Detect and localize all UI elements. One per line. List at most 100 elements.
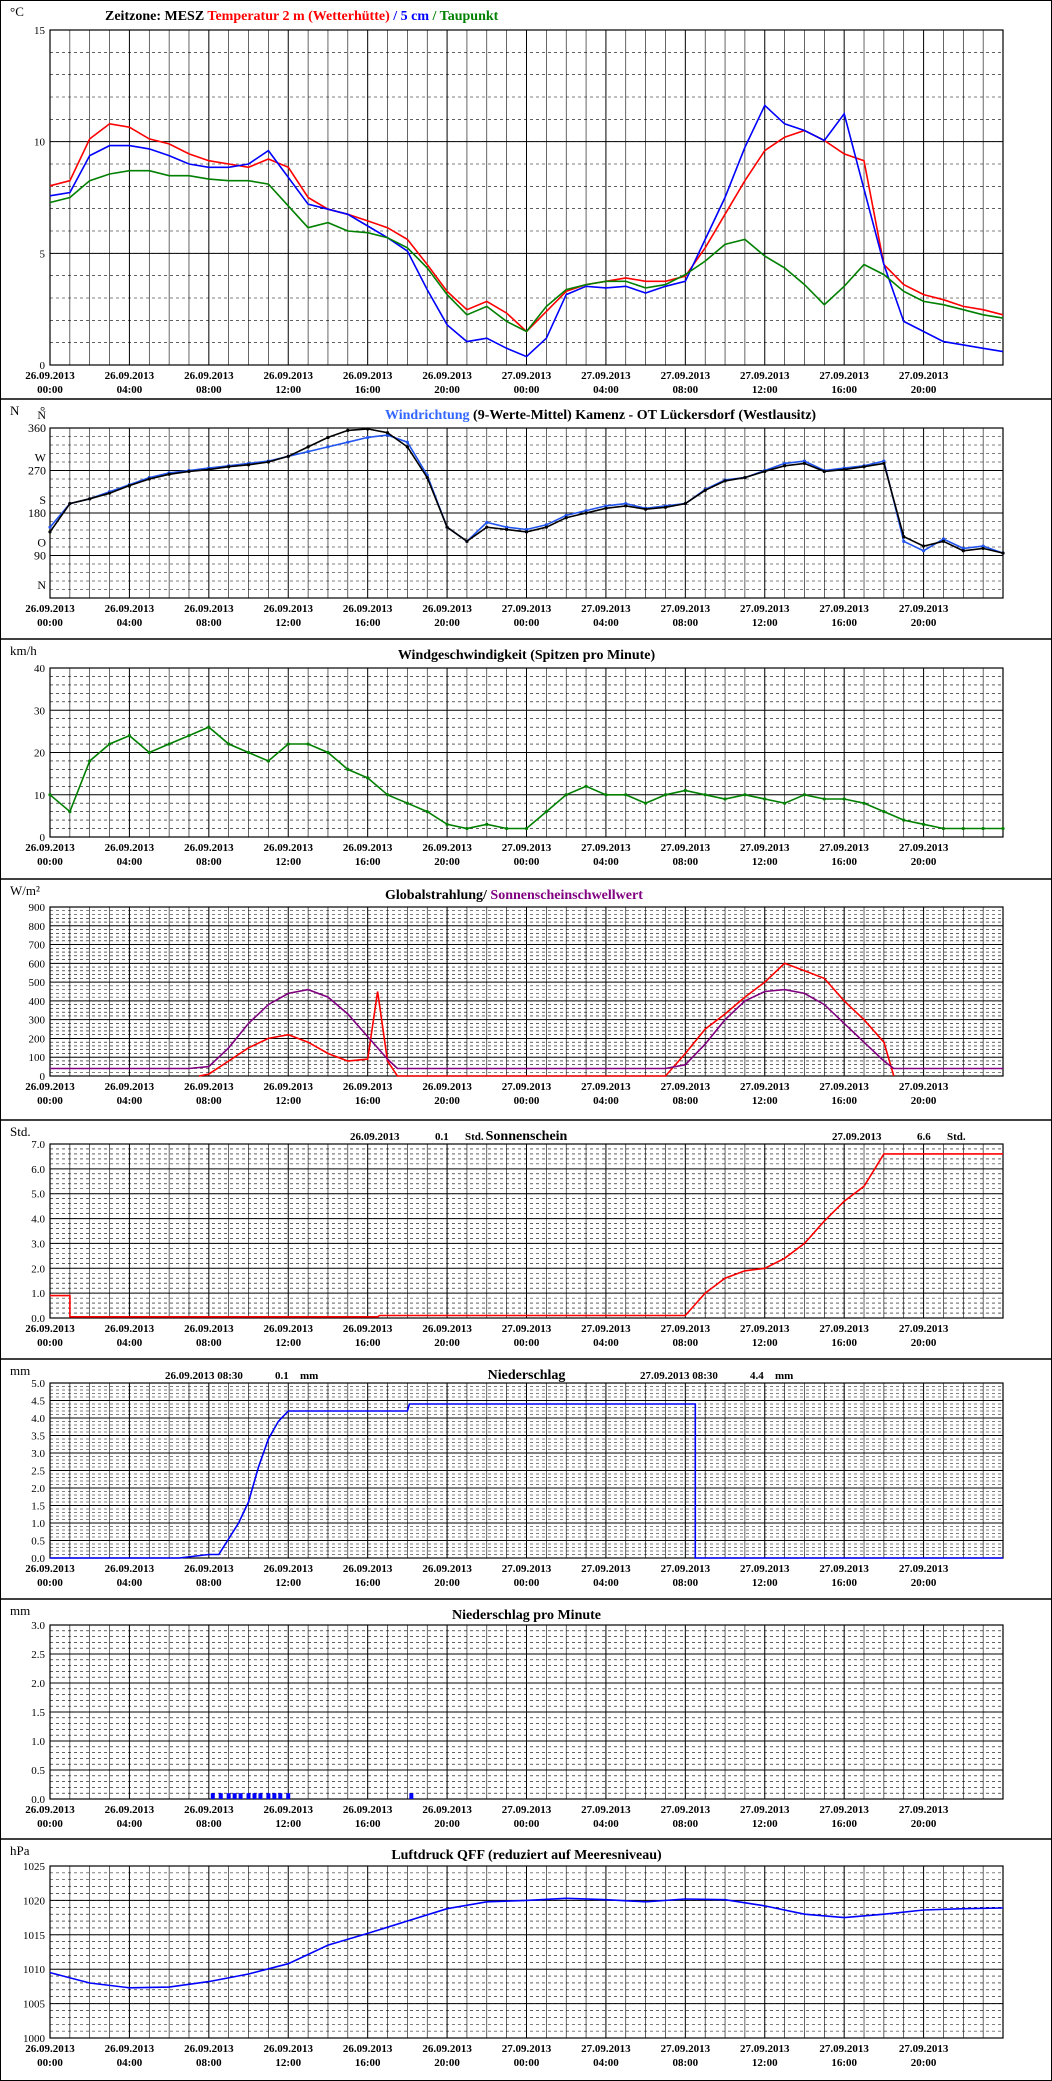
data-point bbox=[366, 776, 370, 780]
data-point bbox=[485, 822, 489, 826]
annotation-unit: Std. bbox=[947, 1131, 966, 1143]
bar bbox=[409, 1793, 414, 1799]
data-point bbox=[48, 793, 52, 797]
x-tick-date: 26.09.2013 bbox=[184, 2043, 234, 2055]
chart-title-part: Kamenz - OT Lückersdorf (Westlausitz) bbox=[572, 408, 817, 423]
series-line-0 bbox=[198, 962, 895, 1077]
plot-area bbox=[49, 1624, 1004, 1800]
x-tick-time: 08:00 bbox=[672, 856, 698, 868]
x-tick-date: 27.09.2013 bbox=[740, 603, 790, 615]
data-point bbox=[902, 818, 906, 822]
x-tick-date: 26.09.2013 bbox=[264, 2043, 314, 2055]
x-tick-time: 04:00 bbox=[593, 384, 619, 396]
x-tick-date: 27.09.2013 bbox=[661, 2043, 711, 2055]
y-unit-label: hPa bbox=[10, 1843, 30, 1858]
chart-title: Luftdruck QFF (reduziert auf Meeresnivea… bbox=[391, 1848, 662, 1863]
data-point bbox=[107, 491, 112, 495]
data-point bbox=[88, 759, 92, 763]
y-tick-label: 4.5 bbox=[31, 1396, 45, 1408]
x-tick-time: 20:00 bbox=[911, 1337, 937, 1349]
data-point bbox=[465, 539, 469, 543]
x-tick-time: 08:00 bbox=[672, 1337, 698, 1349]
x-tick-time: 00:00 bbox=[37, 384, 63, 396]
x-tick-time: 04:00 bbox=[117, 1337, 143, 1349]
x-tick-time: 20:00 bbox=[434, 384, 460, 396]
x-tick-time: 12:00 bbox=[275, 1337, 301, 1349]
x-tick-date: 26.09.2013 bbox=[343, 1323, 393, 1335]
x-tick-time: 08:00 bbox=[196, 2057, 222, 2069]
x-tick-date: 26.09.2013 bbox=[184, 1323, 234, 1335]
x-tick-time: 00:00 bbox=[37, 1818, 63, 1830]
data-point bbox=[346, 767, 350, 772]
x-tick-time: 12:00 bbox=[752, 1095, 778, 1107]
x-tick-time: 08:00 bbox=[672, 384, 698, 396]
y-unit-label: km/h bbox=[10, 643, 37, 658]
x-tick-date: 27.09.2013 bbox=[581, 370, 631, 382]
x-tick-time: 12:00 bbox=[275, 1577, 301, 1589]
y-tick-label: 0.5 bbox=[31, 1765, 45, 1777]
y-tick-label: 5 bbox=[40, 248, 46, 260]
data-point bbox=[306, 742, 310, 746]
data-point bbox=[1001, 551, 1005, 555]
data-point bbox=[524, 527, 529, 532]
y-tick-label: 100 bbox=[29, 1052, 46, 1064]
x-tick-time: 12:00 bbox=[275, 2057, 301, 2069]
x-tick-time: 04:00 bbox=[117, 856, 143, 868]
chart-title-part: 5 cm bbox=[397, 9, 429, 24]
annotation-unit: Std. bbox=[465, 1131, 484, 1143]
data-point bbox=[842, 797, 846, 801]
y-tick-label: 0.0 bbox=[31, 1313, 45, 1325]
y-tick-label: 3.5 bbox=[31, 1431, 45, 1443]
x-tick-date: 27.09.2013 bbox=[899, 1081, 949, 1093]
x-tick-date: 27.09.2013 bbox=[661, 370, 711, 382]
data-point bbox=[227, 465, 231, 469]
y-tick-label: 10 bbox=[34, 790, 46, 802]
data-point bbox=[822, 797, 826, 801]
data-point bbox=[445, 822, 449, 826]
x-tick-time: 12:00 bbox=[275, 1818, 301, 1830]
x-tick-time: 20:00 bbox=[434, 1337, 460, 1349]
data-point bbox=[604, 793, 608, 797]
x-tick-time: 00:00 bbox=[37, 1337, 63, 1349]
x-tick-date: 26.09.2013 bbox=[25, 603, 75, 615]
data-point bbox=[68, 501, 72, 506]
data-point bbox=[644, 507, 648, 511]
y-tick-label: 1020 bbox=[23, 1895, 46, 1907]
x-tick-time: 12:00 bbox=[275, 384, 301, 396]
y-tick-label: 1015 bbox=[23, 1930, 46, 1942]
x-tick-date: 26.09.2013 bbox=[264, 370, 314, 382]
x-tick-time: 20:00 bbox=[434, 1095, 460, 1107]
x-tick-date: 26.09.2013 bbox=[343, 1804, 393, 1816]
x-tick-date: 26.09.2013 bbox=[105, 842, 155, 854]
y-tick-label: 200 bbox=[29, 1033, 46, 1045]
y-tick-label: 7.0 bbox=[31, 1139, 45, 1151]
data-point bbox=[564, 513, 568, 517]
data-point bbox=[286, 454, 290, 458]
bar bbox=[226, 1793, 231, 1799]
data-point bbox=[981, 546, 985, 551]
x-tick-time: 00:00 bbox=[514, 1095, 540, 1107]
x-tick-date: 26.09.2013 bbox=[184, 603, 234, 615]
data-point bbox=[524, 530, 529, 534]
x-tick-date: 27.09.2013 bbox=[819, 1804, 869, 1816]
data-point bbox=[703, 488, 707, 492]
data-point bbox=[961, 826, 965, 831]
chart-panel-0: 0 5 10 15 °C 26.09.2013 00:00 26.09.2013 04:00 26… bbox=[10, 4, 1004, 396]
x-tick-time: 20:00 bbox=[911, 617, 937, 629]
y-tick-label: 30 bbox=[34, 705, 46, 717]
x-tick-date: 26.09.2013 bbox=[422, 842, 472, 854]
y-tick-label: 1000 bbox=[23, 2033, 46, 2045]
data-point bbox=[147, 750, 151, 755]
data-point bbox=[663, 505, 668, 509]
x-tick-date: 27.09.2013 bbox=[661, 1081, 711, 1093]
x-tick-date: 26.09.2013 bbox=[184, 1563, 234, 1575]
data-point bbox=[584, 784, 588, 788]
x-tick-time: 12:00 bbox=[275, 617, 301, 629]
data-point bbox=[88, 497, 92, 501]
x-tick-time: 12:00 bbox=[752, 384, 778, 396]
x-tick-date: 27.09.2013 bbox=[502, 1323, 552, 1335]
y-unit-label: mm bbox=[10, 1363, 30, 1378]
data-point bbox=[981, 544, 985, 548]
x-tick-time: 00:00 bbox=[37, 856, 63, 868]
data-point bbox=[187, 469, 191, 474]
